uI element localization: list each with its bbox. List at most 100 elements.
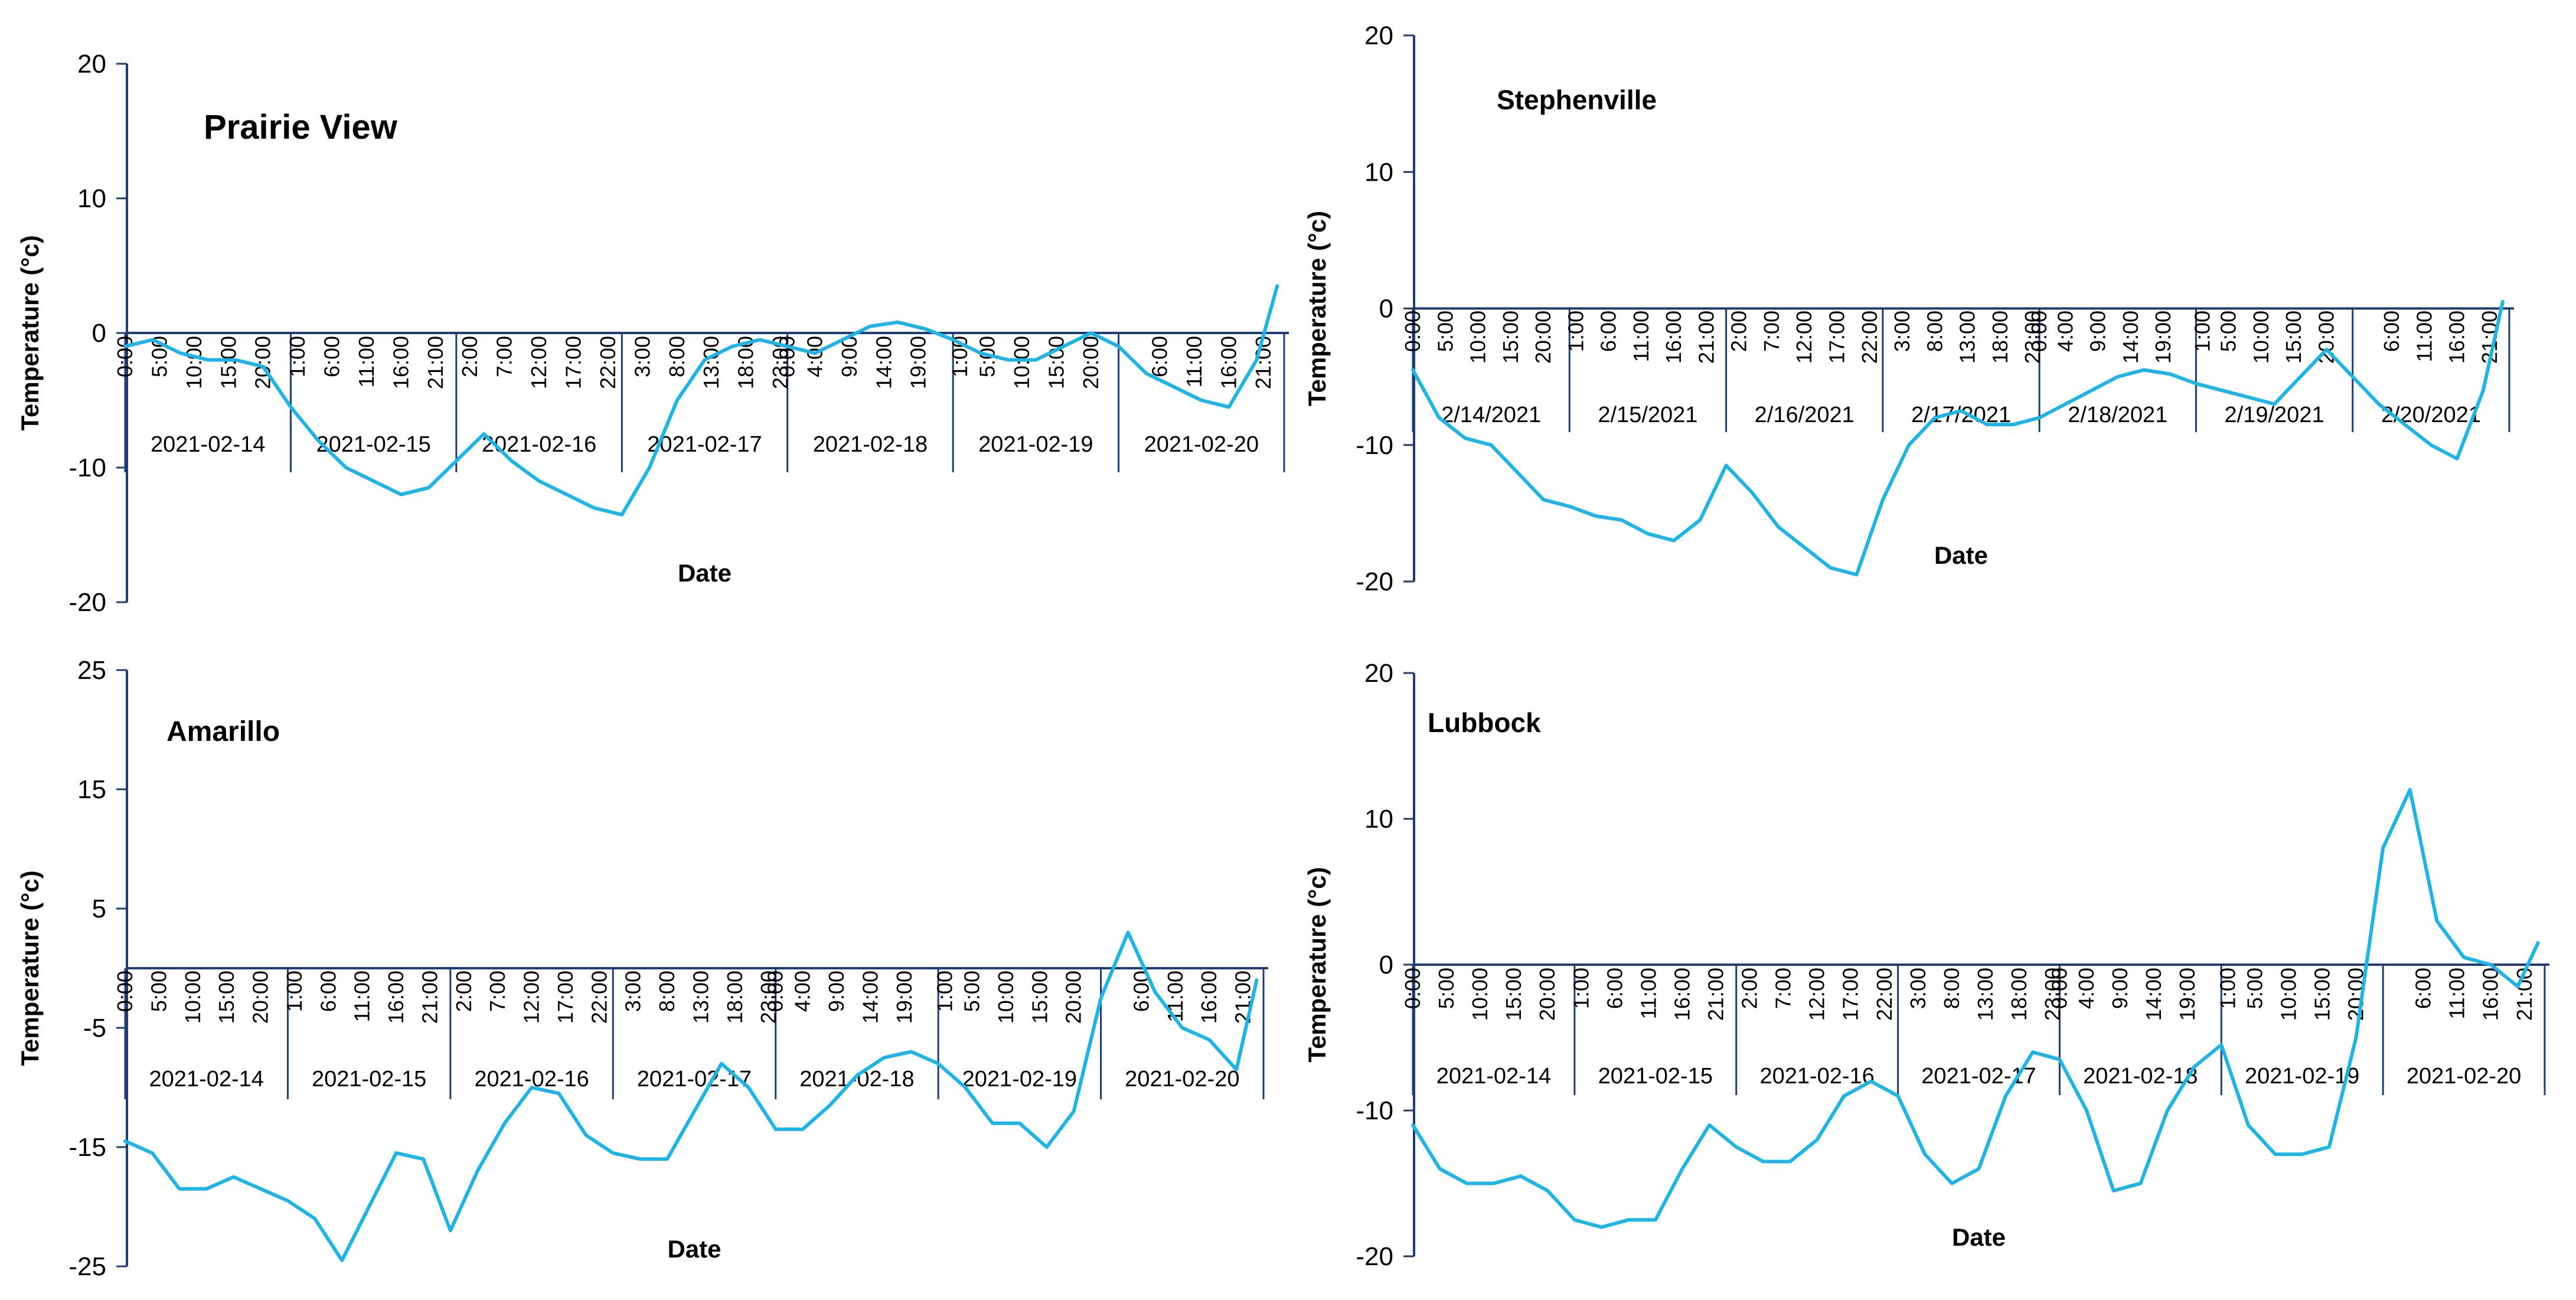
hour-tick-label: 0:00 [113, 336, 137, 377]
hour-tick-label: 6:00 [316, 971, 340, 1012]
date-label: 2021-02-14 [1436, 1064, 1551, 1089]
hour-tick-label: 10:00 [2249, 311, 2273, 364]
date-label: 2/14/2021 [1441, 403, 1541, 427]
hour-tick-label: 8:00 [1922, 311, 1947, 352]
y-tick-label: 10 [77, 184, 106, 213]
hour-tick-label: 14:00 [2118, 311, 2143, 364]
hour-tick-label: 21:00 [423, 336, 448, 389]
hour-tick-label: 10:00 [994, 971, 1018, 1024]
hour-tick-label: 12:00 [520, 971, 544, 1024]
hour-tick-label: 19:00 [2175, 968, 2199, 1021]
hour-tick-label: 7:00 [492, 336, 517, 377]
hour-tick-label: 11:00 [354, 336, 378, 387]
hour-tick-label: 6:00 [1148, 336, 1172, 377]
chart-panel-2: 20 10 0 -10 -20 0:00 5:00 10:00 15:00 20:00 1:00 6:… [1303, 21, 2514, 596]
hour-tick-label: 11:00 [2412, 311, 2436, 362]
hour-tick-label: 16:00 [384, 971, 408, 1024]
hour-tick-label: 21:00 [1231, 971, 1255, 1024]
hour-tick-label: 19:00 [892, 971, 916, 1024]
hour-tick-label: 3:00 [621, 971, 645, 1012]
date-label: 2021-02-19 [2245, 1064, 2359, 1089]
hour-tick-label: 1:00 [285, 336, 309, 377]
date-label: 2021-02-18 [2083, 1064, 2198, 1089]
hour-tick-label: 10:00 [1468, 968, 1492, 1021]
hour-tick-label: 17:00 [553, 971, 577, 1024]
hour-tick-label: 18:00 [2007, 968, 2031, 1021]
date-label: 2021-02-15 [1598, 1064, 1713, 1089]
hour-tick-label: 20:00 [1535, 968, 1559, 1021]
hour-tick-label: 14:00 [858, 971, 882, 1024]
hour-tick-label: 5:00 [1434, 968, 1458, 1009]
date-label: 2021-02-20 [1125, 1067, 1239, 1092]
y-axis-title: Temperature (°c) [16, 870, 44, 1066]
hour-tick-label: 10:00 [1466, 311, 1490, 364]
hour-tick-label: 9:00 [824, 971, 848, 1012]
hour-tick-label: 16:00 [2479, 968, 2503, 1021]
hour-tick-label: 5:00 [146, 971, 171, 1012]
y-tick-label: 0 [92, 319, 106, 348]
y-axis-title: Temperature (°c) [1303, 211, 1331, 406]
hour-tick-label: 14:00 [2141, 968, 2166, 1021]
date-label: 2/16/2021 [1755, 403, 1855, 427]
hour-tick-label: 13:00 [1973, 968, 1997, 1021]
hour-tick-label: 10:00 [1010, 336, 1034, 389]
hour-tick-label: 23:00 [756, 971, 781, 1024]
y-tick-label: 20 [1364, 659, 1393, 688]
y-tick-label: -15 [68, 1133, 106, 1162]
hour-tick-label: 0:00 [113, 971, 137, 1012]
hour-tick-label: 15:00 [1027, 971, 1052, 1024]
hour-tick-label: 18:00 [1988, 311, 2012, 364]
hour-tick-label: 5:00 [2216, 311, 2241, 352]
hour-tick-label: 4:00 [2074, 968, 2098, 1009]
hour-tick-label: 16:00 [1661, 311, 1686, 364]
hour-tick-label: 1:00 [1569, 968, 1593, 1009]
hour-tick-label: 18:00 [723, 971, 747, 1024]
hour-tick-label: 22:00 [587, 971, 611, 1024]
hour-tick-label: 11:00 [1629, 311, 1653, 362]
hour-tick-label: 0:00 [775, 336, 799, 377]
hour-tick-label: 15:00 [2281, 311, 2306, 364]
hour-tick-label: 4:00 [802, 336, 827, 377]
hour-tick-label: 21:00 [1694, 311, 1718, 364]
y-tick-label: 10 [1364, 805, 1393, 834]
hour-tick-label: 22:00 [596, 336, 620, 389]
y-tick-label: 0 [1379, 295, 1393, 324]
temperature-series-line [123, 284, 1279, 517]
hour-tick-label: 13:00 [1955, 311, 1980, 364]
hour-tick-label: 15:00 [1501, 968, 1526, 1021]
y-tick-label: 25 [77, 656, 106, 685]
hour-tick-label: 20:00 [1079, 336, 1103, 389]
hour-tick-label: 23:00 [2020, 311, 2045, 364]
hour-tick-label: 21:00 [1703, 968, 1728, 1021]
chart-title: Amarillo [166, 716, 280, 747]
y-tick-label: -20 [68, 588, 106, 617]
hour-tick-label: 16:00 [1670, 968, 1694, 1021]
hour-tick-label: 7:00 [485, 971, 510, 1012]
hour-tick-label: 9:00 [837, 336, 861, 377]
hour-tick-label: 13:00 [688, 971, 713, 1024]
date-label: 2021-02-16 [1759, 1064, 1874, 1089]
date-label: 2021-02-20 [1144, 432, 1259, 457]
date-label: 2/15/2021 [1598, 403, 1697, 427]
hour-tick-label: 8:00 [1940, 968, 1964, 1009]
hour-tick-label: 19:00 [2151, 311, 2175, 364]
hour-tick-label: 14:00 [871, 336, 896, 389]
date-label: 2021-02-17 [637, 1067, 752, 1092]
y-axis-title: Temperature (°c) [1303, 867, 1331, 1062]
hour-tick-label: 6:00 [2411, 968, 2435, 1009]
hour-tick-label: 23:00 [2040, 968, 2065, 1021]
hour-tick-label: 15:00 [216, 336, 240, 389]
hour-tick-label: 17:00 [561, 336, 585, 389]
hour-tick-label: 1:00 [2216, 968, 2240, 1009]
chart-title: Prairie View [204, 108, 398, 146]
x-axis-title: Date [667, 1235, 721, 1263]
chart-panel-3: 25 15 5 -5 -15 -25 0:00 5:00 10:00 15:00 20:00 1:00… [16, 656, 1268, 1281]
hour-tick-label: 4:00 [791, 971, 815, 1012]
hour-tick-label: 12:00 [1805, 968, 1829, 1021]
hour-tick-label: 16:00 [1217, 336, 1241, 389]
hour-tick-label: 21:00 [417, 971, 442, 1024]
date-label: 2/20/2021 [2381, 403, 2481, 427]
y-tick-label: -10 [68, 453, 106, 482]
